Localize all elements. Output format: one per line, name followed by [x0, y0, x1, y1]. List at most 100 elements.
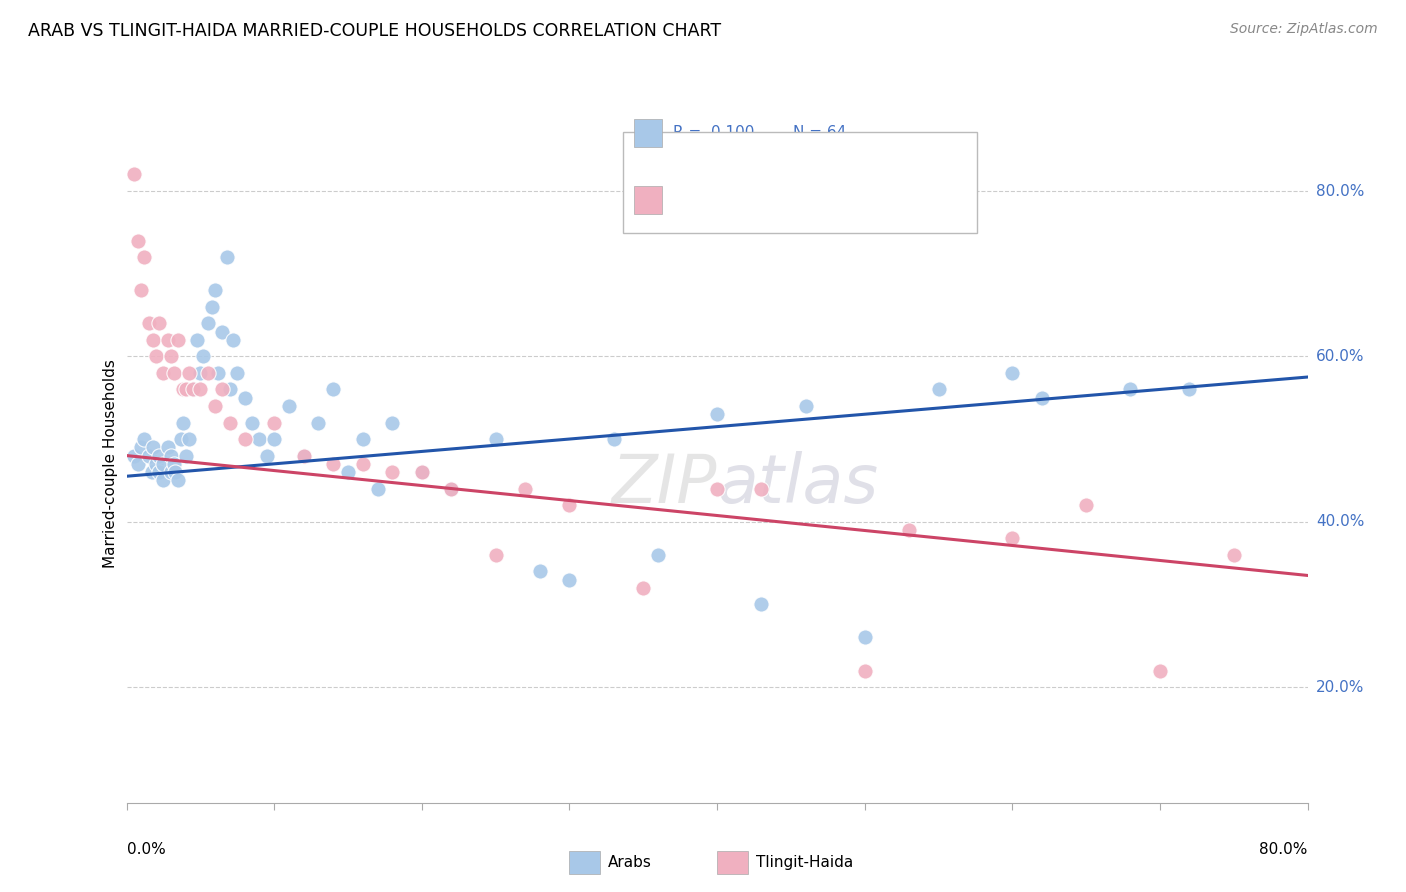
Point [138, 449, 160, 463]
Point [411, 465, 433, 479]
Point [142, 440, 165, 454]
Point [148, 316, 170, 330]
Point [167, 474, 190, 488]
Text: ARAB VS TLINGIT-HAIDA MARRIED-COUPLE HOUSEHOLDS CORRELATION CHART: ARAB VS TLINGIT-HAIDA MARRIED-COUPLE HOU… [28, 22, 721, 40]
Point [156, 333, 179, 347]
Text: 80.0%: 80.0% [1260, 842, 1308, 856]
Point [141, 465, 163, 479]
Point [515, 482, 537, 496]
Point [1178, 383, 1201, 397]
Point [381, 465, 404, 479]
Point [204, 283, 226, 297]
Point [751, 598, 773, 612]
Text: R = -0.387: R = -0.387 [673, 193, 755, 208]
Point [142, 333, 165, 347]
Text: N = 42: N = 42 [793, 193, 846, 208]
Text: Arabs: Arabs [607, 855, 651, 870]
Point [129, 440, 153, 454]
Point [1031, 391, 1053, 405]
Point [163, 366, 186, 380]
Text: Source: ZipAtlas.com: Source: ZipAtlas.com [1230, 22, 1378, 37]
Point [484, 548, 508, 562]
Point [188, 366, 211, 380]
Point [352, 457, 374, 471]
Point [366, 482, 388, 496]
Point [174, 449, 197, 463]
Point [1076, 498, 1098, 512]
Point [337, 465, 360, 479]
Point [163, 457, 186, 471]
Point [322, 457, 344, 471]
Point [440, 482, 463, 496]
Point [1001, 366, 1024, 380]
Point [484, 432, 508, 446]
Point [172, 416, 194, 430]
Point [558, 573, 581, 587]
Point [159, 449, 183, 463]
Point [647, 548, 669, 562]
Point [411, 465, 433, 479]
Point [307, 416, 329, 430]
Point [226, 366, 249, 380]
Point [134, 432, 156, 446]
Point [122, 449, 145, 463]
Point [233, 391, 256, 405]
Point [322, 383, 344, 397]
Point [174, 383, 197, 397]
Point [207, 366, 229, 380]
Text: ZIP: ZIP [612, 451, 717, 517]
Point [853, 631, 876, 645]
Point [211, 325, 233, 339]
Point [381, 416, 404, 430]
Point [204, 399, 226, 413]
Point [215, 250, 238, 264]
Point [292, 449, 315, 463]
Point [233, 432, 256, 446]
Point [706, 482, 728, 496]
Point [247, 432, 270, 446]
Point [193, 350, 215, 364]
Point [631, 581, 654, 595]
Point [278, 399, 301, 413]
Y-axis label: Married-couple Households: Married-couple Households [103, 359, 118, 568]
Point [172, 383, 194, 397]
Point [159, 465, 183, 479]
Text: R =  0.100: R = 0.100 [673, 126, 755, 141]
Point [134, 250, 156, 264]
Point [292, 449, 315, 463]
Text: Tlingit-Haida: Tlingit-Haida [756, 855, 853, 870]
Point [152, 474, 174, 488]
Point [188, 383, 211, 397]
Point [129, 283, 153, 297]
Point [177, 432, 200, 446]
Point [529, 564, 551, 578]
Point [170, 432, 193, 446]
Point [1119, 383, 1142, 397]
Point [794, 399, 817, 413]
Point [197, 316, 219, 330]
Point [240, 416, 263, 430]
Point [1001, 531, 1024, 545]
Point [186, 333, 208, 347]
Text: N = 64: N = 64 [793, 126, 846, 141]
Point [219, 383, 242, 397]
Point [181, 383, 204, 397]
Text: 20.0%: 20.0% [1316, 680, 1364, 695]
Point [152, 366, 174, 380]
Text: 80.0%: 80.0% [1316, 184, 1364, 199]
Point [148, 465, 170, 479]
Point [127, 457, 149, 471]
Point [177, 366, 200, 380]
Point [219, 416, 242, 430]
Text: 60.0%: 60.0% [1316, 349, 1364, 364]
Text: 0.0%: 0.0% [127, 842, 166, 856]
Point [352, 432, 374, 446]
Point [156, 440, 179, 454]
Point [751, 482, 773, 496]
Point [145, 457, 167, 471]
Point [256, 449, 278, 463]
Point [211, 383, 233, 397]
Point [263, 432, 285, 446]
Point [159, 350, 183, 364]
Point [145, 350, 167, 364]
